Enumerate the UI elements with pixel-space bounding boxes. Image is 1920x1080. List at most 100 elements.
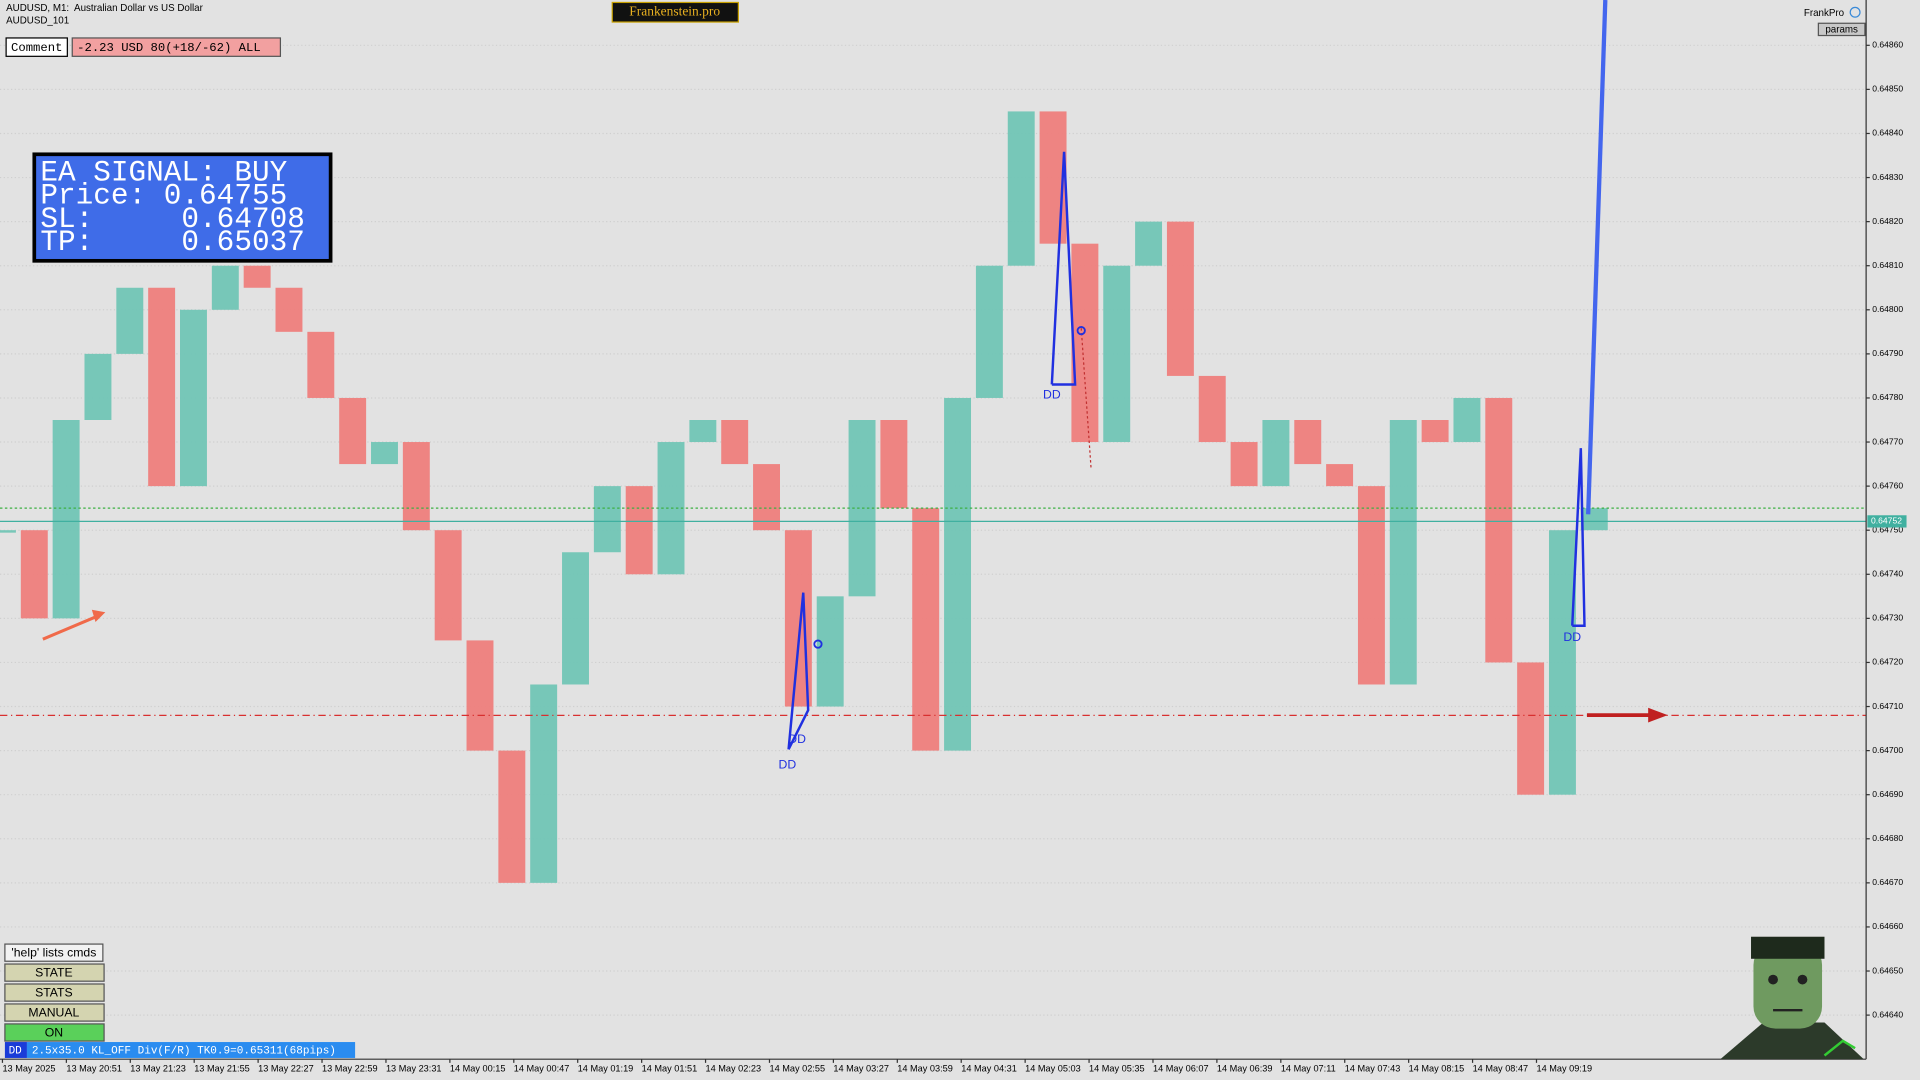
candle [753,464,781,531]
x-tick-label: 14 May 06:39 [1217,1063,1273,1073]
candle [912,508,940,751]
annotation: DD [1563,630,1581,644]
help-text: 'help' lists cmds [11,945,96,959]
comment-text: -2.23 USD 80(+18/-62) ALL [77,41,261,55]
y-tick-label: 0.64820 [1872,216,1903,226]
avatar [1720,936,1864,1060]
candle [530,684,558,883]
status-tag-box [4,1042,27,1058]
x-tick-label: 14 May 05:03 [1025,1063,1081,1073]
candle [116,287,144,354]
y-tick-label: 0.64840 [1872,128,1903,138]
candle [371,442,398,465]
candle [0,530,16,533]
y-tick-label: 0.64710 [1872,701,1903,711]
x-tick-label: 13 May 23:31 [386,1063,442,1073]
x-tick-label: 13 May 2025 [2,1063,55,1073]
y-tick-label: 0.64660 [1872,921,1903,931]
y-tick-label: 0.64670 [1872,877,1903,887]
params-label[interactable]: params [1825,25,1858,36]
candle [307,331,335,398]
user: FrankPro [1804,8,1845,19]
candle [434,530,462,641]
signal-line: Price: 0.64755 [40,180,287,213]
candle [816,596,844,707]
x-tick-label: 14 May 00:15 [450,1063,506,1073]
candle [1389,420,1417,685]
button[interactable] [4,1003,105,1022]
button[interactable] [4,1023,105,1042]
status-box [26,1042,356,1058]
candle [211,265,239,310]
x-tick-label: 14 May 02:23 [706,1063,762,1073]
x-tick-label: 14 May 05:35 [1089,1063,1145,1073]
y-tick-label: 0.64650 [1872,965,1903,975]
buttons: 'help' lists cmds STATE STATS MANUAL ON [4,943,105,1042]
y-tick-label: 0.64730 [1872,613,1903,623]
y-tick-label: 0.64860 [1872,40,1903,50]
button-label[interactable]: STATS [35,985,73,999]
button-label[interactable]: ON [45,1025,63,1039]
y-tick-label: 0.64830 [1872,172,1903,182]
x-tick-label: 13 May 22:27 [258,1063,314,1073]
y-tick-label: 0.64640 [1872,1009,1903,1019]
orange-arrow-head [91,609,106,623]
candle [1357,486,1385,685]
annotation: DD [779,758,797,772]
x-tick-label: 14 May 08:47 [1473,1063,1529,1073]
candle [1135,221,1163,266]
x-tick-label: 14 May 03:27 [833,1063,889,1073]
y-tick-label: 0.64850 [1872,84,1903,94]
x-tick-label: 14 May 07:11 [1281,1063,1336,1073]
candle [498,750,526,883]
brand: Frankenstein.pro [629,3,720,18]
candle [975,265,1003,398]
status-text: 2.5x35.0 KL_OFF Div(F/R) TK0.9=0.65311(6… [32,1046,336,1058]
candle [1166,221,1194,376]
button[interactable] [4,963,105,982]
button-label[interactable]: MANUAL [28,1005,79,1019]
dotted-trade [1080,328,1092,468]
signal-line: EA SIGNAL: BUY [40,156,287,189]
y-tick-label: 0.64690 [1872,789,1903,799]
y-tick-label: 0.64790 [1872,348,1903,358]
candle [243,265,271,288]
dd-drawing [787,592,810,750]
candle [275,287,303,332]
x-tick-label: 13 May 22:59 [322,1063,378,1073]
x-tick-label: 13 May 21:55 [194,1063,250,1073]
candle [689,420,717,443]
annotation: DD [1043,388,1061,402]
candle [466,640,494,751]
button[interactable] [4,983,105,1002]
signal-line: SL: 0.64708 [40,203,304,236]
y-tick-label: 0.64770 [1872,436,1903,446]
plot [0,44,1867,1016]
x-tick-label: 14 May 09:19 [1536,1063,1592,1073]
candle [1230,442,1258,487]
candle [1326,464,1354,487]
y-tick-label: 0.64740 [1872,569,1903,579]
status-tag: DD [9,1046,23,1058]
x-tick-label: 14 May 01:19 [578,1063,634,1073]
signal-line: TP: 0.65037 [40,226,304,259]
candle [1103,265,1131,443]
candle [402,442,430,531]
y-tick-label: 0.64760 [1872,480,1903,490]
candle [1071,243,1099,443]
comment-label: Comment [11,41,62,55]
orange-arrow [42,614,99,641]
comment-label-box [5,37,68,57]
candle [1198,375,1226,443]
candle [180,309,207,487]
candle [1007,111,1035,266]
y-tick-label: 0.64800 [1872,304,1903,314]
y-tick-label: 0.64720 [1872,657,1903,667]
params-button[interactable] [1817,22,1866,37]
bid-label-box [1867,515,1907,528]
x-tick-label: 14 May 06:07 [1153,1063,1209,1073]
bid-label: 0.64752 [1871,516,1902,526]
candle [1517,662,1545,795]
button-label[interactable]: STATE [35,965,73,979]
